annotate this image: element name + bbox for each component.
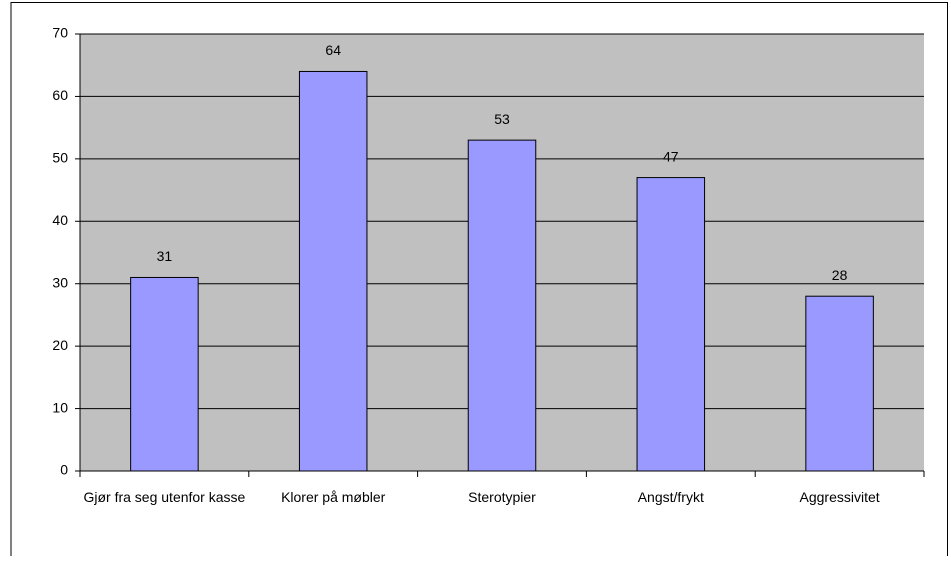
- y-tick-label: 20: [52, 337, 68, 353]
- bar: [130, 276, 199, 472]
- bar: [467, 139, 537, 472]
- value-label: 28: [832, 267, 848, 283]
- x-tick-label: Gjør fra seg utenfor kasse: [83, 489, 246, 505]
- bar: [298, 70, 368, 472]
- y-tick-label: 40: [52, 212, 68, 228]
- y-tick-label: 30: [52, 274, 68, 290]
- value-label: 47: [663, 148, 679, 164]
- x-tick-label: Sterotypier: [468, 489, 536, 505]
- y-tick-label: 0: [60, 462, 68, 478]
- y-tick-label: 10: [52, 399, 68, 415]
- bar: [805, 295, 874, 472]
- value-label: 53: [494, 111, 510, 127]
- x-tick-label: Klorer på møbler: [281, 489, 386, 505]
- y-tick-label: 50: [52, 150, 68, 166]
- value-label: 64: [325, 42, 341, 58]
- y-tick-label: 60: [52, 87, 68, 103]
- y-tick-label: 70: [52, 25, 68, 41]
- value-label: 31: [157, 248, 173, 264]
- chart-frame: [10, 2, 948, 556]
- bar: [636, 177, 706, 472]
- x-tick-label: Angst/frykt: [637, 489, 704, 505]
- x-tick-label: Aggressivitet: [799, 489, 880, 505]
